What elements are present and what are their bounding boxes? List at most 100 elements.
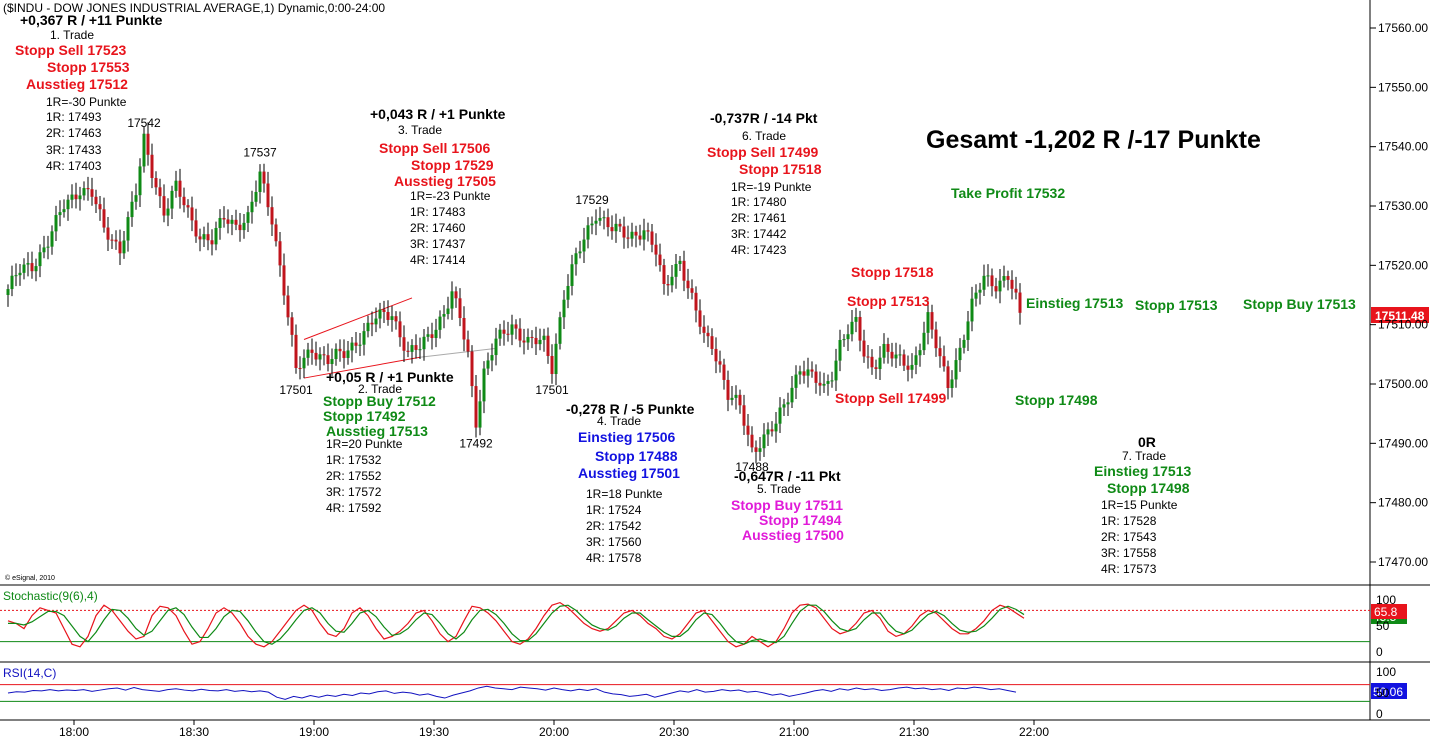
candle-body bbox=[38, 252, 42, 267]
candle-body bbox=[966, 321, 970, 340]
candle-body bbox=[798, 371, 802, 375]
candle-body bbox=[246, 212, 250, 223]
trade6-entry: Stopp Sell 17499 bbox=[707, 144, 819, 160]
candle-body bbox=[242, 222, 246, 231]
candle-body bbox=[1014, 288, 1018, 293]
candle-body bbox=[334, 348, 338, 360]
candle-body bbox=[314, 352, 318, 360]
candle-body bbox=[902, 354, 906, 366]
trade1-exit: Ausstieg 17512 bbox=[26, 76, 128, 92]
trade3-target-3r: 3R: 17437 bbox=[410, 237, 466, 251]
candle-body bbox=[94, 196, 98, 205]
candle-body bbox=[614, 223, 618, 232]
stopp-17518-label: Stopp 17518 bbox=[851, 264, 934, 280]
candle-body bbox=[918, 350, 922, 356]
candle-body bbox=[994, 286, 998, 292]
trendline-support-extension bbox=[419, 347, 497, 358]
candle-body bbox=[386, 311, 390, 320]
candle-body bbox=[478, 401, 482, 428]
candle-body bbox=[258, 171, 262, 192]
candle-body bbox=[430, 334, 434, 338]
candle-body bbox=[542, 335, 546, 340]
candle-body bbox=[550, 356, 554, 375]
candle-body bbox=[714, 348, 718, 362]
candle-body bbox=[1006, 276, 1010, 280]
stopp-buy-17513-label: Stopp Buy 17513 bbox=[1243, 296, 1356, 312]
candle-body bbox=[106, 227, 110, 240]
candle-body bbox=[570, 264, 574, 286]
candle-body bbox=[210, 240, 214, 245]
candle-body bbox=[298, 367, 302, 369]
candle-body bbox=[578, 251, 582, 254]
candle-body bbox=[154, 177, 158, 188]
candle-body bbox=[746, 425, 750, 435]
candle-body bbox=[162, 196, 166, 216]
candle-body bbox=[882, 343, 886, 358]
candle-body bbox=[302, 357, 306, 369]
candle-body bbox=[722, 364, 726, 380]
candle-body bbox=[854, 316, 858, 322]
candle-body bbox=[658, 254, 662, 266]
candle-body bbox=[730, 397, 734, 400]
candle-body bbox=[190, 207, 194, 221]
candle-body bbox=[474, 386, 478, 428]
candle-body bbox=[634, 231, 638, 236]
candle-body bbox=[394, 316, 398, 322]
candle-body bbox=[946, 366, 950, 389]
candle-body bbox=[974, 292, 978, 299]
candle-body bbox=[158, 187, 162, 197]
candle-body bbox=[234, 219, 238, 225]
rsi-axis-label: 100 bbox=[1376, 665, 1396, 679]
trade3-entry: Stopp Sell 17506 bbox=[379, 140, 491, 156]
trade1-stop: Stopp 17553 bbox=[47, 59, 130, 75]
trade4-result: -0,278 R / -5 Punkte bbox=[566, 401, 695, 417]
trade3-stop: Stopp 17529 bbox=[411, 157, 494, 173]
candle-body bbox=[626, 237, 630, 239]
time-axis-label: 22:00 bbox=[1019, 725, 1049, 739]
trade2-target-2r: 2R: 17552 bbox=[326, 469, 382, 483]
candle-body bbox=[914, 355, 918, 365]
trade3-result: +0,043 R / +1 Punkte bbox=[370, 106, 506, 122]
total-result: Gesamt -1,202 R /-17 Punkte bbox=[926, 126, 1261, 154]
candle-body bbox=[458, 298, 462, 319]
trade3-risk: 1R=-23 Punkte bbox=[410, 189, 491, 203]
candle-body bbox=[18, 272, 22, 276]
candle-body bbox=[1018, 292, 1022, 313]
candle-body bbox=[566, 285, 570, 300]
candle-body bbox=[666, 284, 670, 286]
candle-body bbox=[878, 357, 882, 370]
time-axis-label: 21:30 bbox=[899, 725, 929, 739]
price-label: 17501 bbox=[279, 383, 313, 397]
candle-body bbox=[834, 360, 838, 381]
candle-body bbox=[874, 367, 878, 370]
candle-body bbox=[286, 295, 290, 318]
price-label: 17529 bbox=[575, 193, 609, 207]
stopp-17513-b-label: Stopp 17513 bbox=[1135, 297, 1218, 313]
candle-body bbox=[558, 317, 562, 344]
candle-body bbox=[406, 350, 410, 352]
trade6-target-4r: 4R: 17423 bbox=[731, 243, 787, 257]
candle-body bbox=[602, 217, 606, 219]
candle-body bbox=[518, 328, 522, 341]
price-label: 17542 bbox=[127, 116, 161, 130]
trade7-entry: Einstieg 17513 bbox=[1094, 463, 1192, 479]
candle-body bbox=[262, 171, 266, 184]
candle-body bbox=[70, 194, 74, 200]
candle-body bbox=[630, 231, 634, 239]
trade6-target-2r: 2R: 17461 bbox=[731, 211, 787, 225]
trade4-risk: 1R=18 Punkte bbox=[586, 487, 663, 501]
trade2-number: 2. Trade bbox=[358, 382, 403, 396]
candle-body bbox=[582, 239, 586, 252]
candle-body bbox=[342, 351, 346, 358]
candle-body bbox=[810, 369, 814, 372]
candle-body bbox=[754, 447, 758, 452]
candle-body bbox=[850, 321, 854, 335]
candle-body bbox=[350, 342, 354, 351]
candle-body bbox=[450, 291, 454, 309]
candle-body bbox=[870, 356, 874, 368]
candle-body bbox=[470, 351, 474, 387]
candle-body bbox=[250, 201, 254, 213]
time-axis-label: 19:00 bbox=[299, 725, 329, 739]
candle-body bbox=[218, 217, 222, 228]
candle-body bbox=[138, 166, 142, 196]
